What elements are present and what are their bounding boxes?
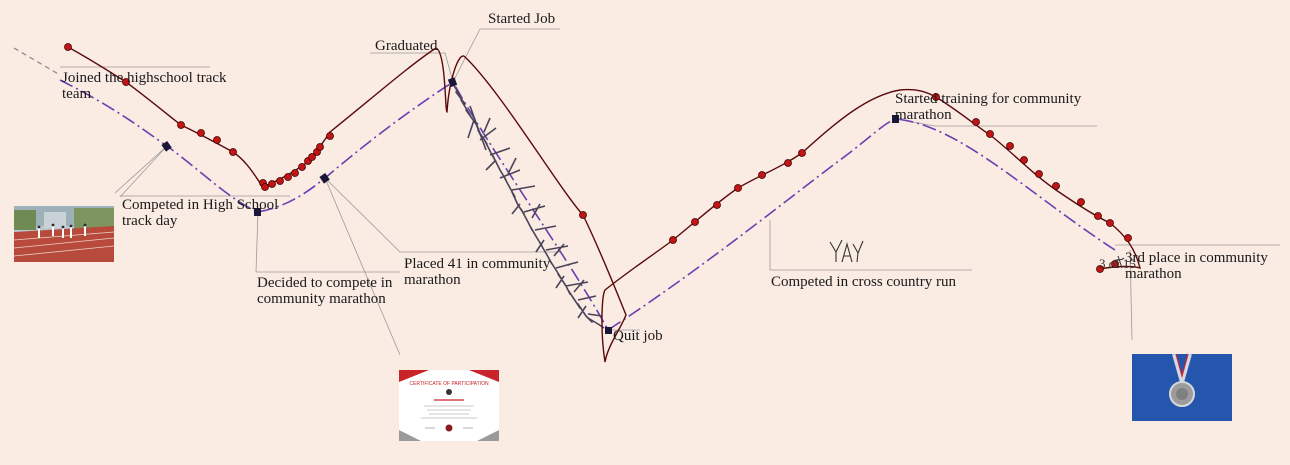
yay-handwriting	[829, 239, 864, 263]
track-photo	[14, 206, 114, 262]
marker-track-day	[161, 141, 172, 152]
label-joined-track: Joined the highschool track team	[62, 70, 227, 102]
marker-job	[447, 77, 458, 88]
medal-image	[1132, 354, 1232, 421]
label-graduated: Graduated	[375, 38, 438, 54]
job-scribble	[451, 81, 605, 329]
marker-quit	[605, 327, 612, 334]
label-started-training: Started training for community marathon	[895, 91, 1082, 123]
certificate-image: CERTIFICATE OF PARTICIPATION	[399, 370, 499, 441]
handwritten-note: 3 of 15	[1099, 256, 1136, 271]
leader-lines	[60, 28, 1280, 356]
certificate-graphic: CERTIFICATE OF PARTICIPATION	[399, 370, 499, 441]
label-quit-job: Quit job	[613, 328, 663, 344]
label-started-job: Started Job	[488, 11, 556, 27]
handwritten-scribble	[1111, 255, 1125, 269]
track-photo-image	[14, 206, 114, 262]
label-decided-marathon: Decided to compete in community marathon	[257, 275, 393, 307]
marker-placed-41	[319, 173, 330, 184]
marker-training	[892, 115, 899, 123]
label-competed-track-day: Competed in High School track day	[122, 197, 279, 229]
label-cross-country: Competed in cross country run	[771, 274, 956, 290]
actual-dots	[64, 43, 1132, 273]
certificate-title: CERTIFICATE OF PARTICIPATION	[409, 381, 489, 387]
label-placed-41: Placed 41 in community marathon	[404, 256, 551, 288]
label-third-place: 3rd place in community marathon	[1125, 250, 1268, 282]
medal-graphic	[1132, 354, 1232, 421]
marker-decided	[254, 208, 261, 216]
event-markers	[161, 77, 899, 334]
